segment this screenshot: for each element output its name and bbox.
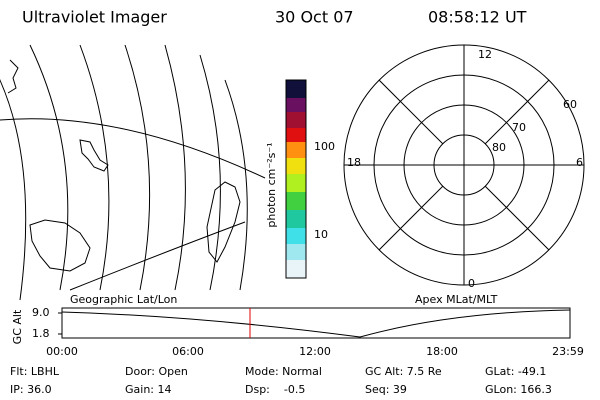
status-field: IP: 36.0 xyxy=(10,383,52,396)
time-tick: 00:00 xyxy=(46,345,78,358)
cb-label: photon cm⁻²s⁻¹ xyxy=(265,142,278,227)
mlt-label: 18 xyxy=(347,156,361,169)
status-field: GLon: 166.3 xyxy=(485,383,552,396)
mlt-label: 12 xyxy=(478,48,492,61)
time-tick: 12:00 xyxy=(299,345,331,358)
status-field: Seq: 39 xyxy=(365,383,407,396)
mlt-label: 6 xyxy=(576,156,583,169)
date: 30 Oct 07 xyxy=(275,8,354,27)
geo-label: Geographic Lat/Lon xyxy=(70,293,177,306)
time-tick: 23:59 xyxy=(552,345,584,358)
cb-tick: 10 xyxy=(314,228,328,241)
status-field: Door: Open xyxy=(125,365,188,378)
status-field: GLat: -49.1 xyxy=(485,365,546,378)
time-tick: 06:00 xyxy=(172,345,204,358)
status-field: Mode: Normal xyxy=(245,365,322,378)
timeline: 9.0 1.8 GC Alt 00:00 06:00 12:00 18:00 2… xyxy=(11,306,584,358)
alt-tick: 9.0 xyxy=(32,306,50,319)
cb-tick: 100 xyxy=(314,140,335,153)
polar-grid: 12 18 6 0 60 70 80 xyxy=(343,44,585,290)
status-field: GC Alt: 7.5 Re xyxy=(365,365,442,378)
alt-label: GC Alt xyxy=(11,309,24,344)
lat-label: 80 xyxy=(492,141,506,154)
colorbar: 100 10 photon cm⁻²s⁻¹ xyxy=(265,79,335,279)
status-field: Flt: LBHL xyxy=(10,365,60,378)
mlt-label: 0 xyxy=(468,277,475,290)
time-tick: 18:00 xyxy=(426,345,458,358)
status-field: Dsp: -0.5 xyxy=(245,383,305,396)
alt-tick: 1.8 xyxy=(32,327,50,340)
lat-label: 70 xyxy=(512,121,526,134)
lat-label: 60 xyxy=(563,98,577,111)
status-field: Gain: 14 xyxy=(125,383,172,396)
footer: Flt: LBHL Door: Open Mode: Normal GC Alt: 7… xyxy=(10,365,552,396)
time: 08:58:12 UT xyxy=(428,8,527,27)
title: Ultraviolet Imager xyxy=(22,8,167,27)
map xyxy=(0,44,266,301)
apex-label: Apex MLat/MLT xyxy=(415,293,498,306)
